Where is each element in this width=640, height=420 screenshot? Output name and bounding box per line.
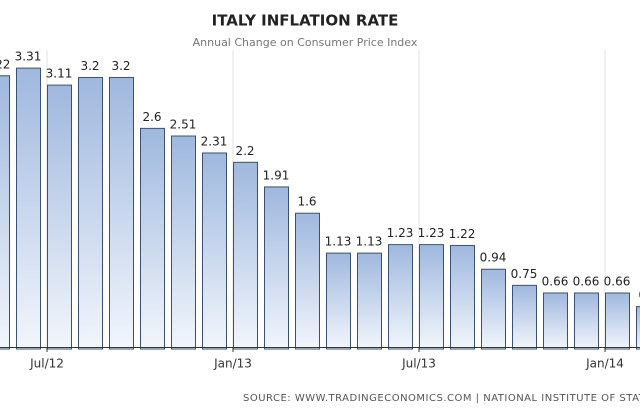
bar	[295, 212, 320, 350]
x-tick-label: Jan/13	[213, 357, 252, 371]
value-label: 1.23	[387, 226, 414, 240]
value-label: 3.2	[80, 59, 99, 73]
value-label: 1.6	[297, 195, 316, 209]
value-label: 2.6	[142, 110, 161, 124]
bar	[388, 244, 413, 350]
bar	[357, 252, 382, 350]
bar	[264, 186, 289, 350]
value-label: 2.2	[235, 144, 254, 158]
bar	[171, 135, 196, 350]
bar	[0, 75, 10, 350]
chart-title: ITALY INFLATION RATE	[212, 12, 399, 30]
bar	[450, 244, 475, 350]
value-label: 0.66	[604, 274, 631, 288]
x-tick-label: Jul/12	[29, 357, 64, 371]
value-label: 1.13	[325, 235, 352, 249]
bar	[140, 127, 165, 350]
value-label: 1.13	[356, 235, 383, 249]
value-label: 2.51	[170, 118, 197, 132]
bar	[605, 292, 630, 350]
value-label: 0.75	[511, 267, 538, 281]
bar	[233, 161, 258, 350]
source: SOURCE: WWW.TRADINGECONOMICS.COM | NATIO…	[243, 393, 640, 404]
x-tick-label: Jan/14	[585, 357, 624, 371]
value-label: 1.22	[449, 227, 476, 241]
value-label: 3.22	[0, 57, 10, 71]
value-label: 0.66	[573, 274, 600, 288]
bar	[78, 76, 103, 350]
x-tick-label: Jul/13	[401, 357, 436, 371]
bar	[419, 244, 444, 350]
bar	[109, 76, 134, 350]
value-label: 0.94	[480, 251, 507, 265]
value-label: 0.66	[542, 274, 569, 288]
bar	[512, 284, 537, 350]
value-label: 3.11	[46, 67, 73, 81]
value-label: 2.31	[201, 134, 228, 148]
bar	[16, 67, 41, 350]
bar	[47, 84, 72, 350]
bar	[326, 252, 351, 350]
value-label: 1.91	[263, 168, 290, 182]
bar	[543, 292, 568, 350]
bar	[202, 152, 227, 350]
bar	[481, 268, 506, 350]
value-label: 0.5	[638, 288, 640, 302]
bar	[574, 292, 599, 350]
chart-subtitle: Annual Change on Consumer Price Index	[193, 36, 418, 49]
value-label: 1.23	[418, 226, 445, 240]
value-label: 3.2	[111, 59, 130, 73]
value-label: 3.31	[15, 50, 42, 64]
bar	[636, 306, 640, 350]
